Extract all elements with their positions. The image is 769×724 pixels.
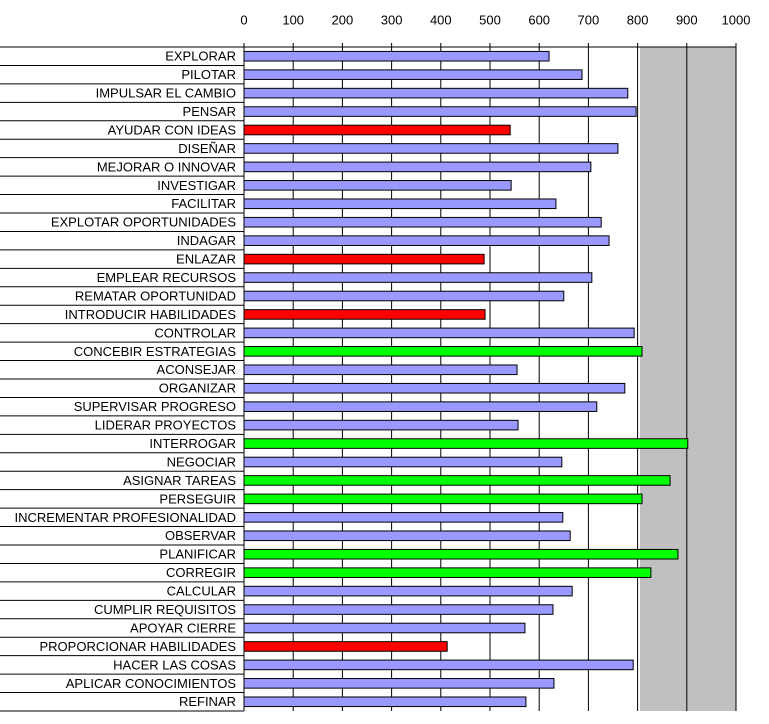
x-tick-label: 400: [430, 12, 452, 27]
y-tick-label: CORREGIR: [166, 565, 236, 580]
y-tick-label: FACILITAR: [171, 196, 236, 211]
y-tick-label: NEGOCIAR: [167, 454, 236, 469]
y-tick-label: EXPLOTAR OPORTUNIDADES: [51, 215, 236, 230]
bar: [243, 364, 518, 376]
bar: [243, 622, 526, 634]
y-tick-label: ENLAZAR: [176, 252, 236, 267]
bar: [243, 567, 652, 578]
bar: [243, 438, 689, 449]
y-tick-label: MEJORAR O INNOVAR: [97, 159, 236, 174]
x-tick-label: 1000: [722, 12, 751, 27]
bar: [243, 106, 637, 117]
y-tick-label: SUPERVISAR PROGRESO: [74, 399, 236, 414]
bar: [243, 401, 598, 412]
bar: [243, 198, 557, 210]
y-tick-label: INVESTIGAR: [157, 178, 236, 193]
x-tick-label: 700: [578, 12, 600, 27]
y-tick-label: APLICAR CONOCIMIENTOS: [66, 676, 237, 691]
y-tick-label: REMATAR OPORTUNIDAD: [75, 288, 236, 303]
y-tick-label: INTERROGAR: [149, 436, 236, 451]
bar: [243, 180, 512, 191]
y-tick-label: DISEÑAR: [178, 141, 236, 156]
bar: [243, 678, 555, 689]
y-tick-label: PROPORCIONAR HABILIDADES: [40, 639, 237, 654]
y-tick-label: APOYAR CIERRE: [130, 620, 236, 635]
y-tick-label: CALCULAR: [167, 584, 236, 599]
x-tick-label: 800: [627, 12, 649, 27]
bar: [243, 235, 610, 246]
bar: [243, 659, 634, 671]
x-tick-label: 900: [676, 12, 698, 27]
bar: [243, 309, 486, 320]
bar: [243, 641, 448, 652]
y-tick-label: ASIGNAR TAREAS: [123, 473, 236, 488]
bar: [243, 124, 511, 136]
bar: [243, 456, 563, 468]
y-tick-label: EXPLORAR: [165, 49, 236, 64]
y-tick-label: PILOTAR: [181, 67, 236, 82]
y-tick-label: ORGANIZAR: [159, 381, 236, 396]
bar: [243, 548, 679, 560]
y-tick-label: IMPULSAR EL CAMBIO: [96, 86, 236, 101]
bar: [243, 512, 564, 523]
bar: [243, 290, 565, 302]
y-tick-label: CONCEBIR ESTRATEGIAS: [74, 344, 237, 359]
y-tick-label: HACER LAS COSAS: [113, 657, 236, 672]
y-tick-label: LIDERAR PROYECTOS: [95, 418, 237, 433]
y-tick-label: PERSEGUIR: [159, 491, 236, 506]
y-tick-label: CONTROLAR: [154, 325, 236, 340]
bar: [243, 493, 643, 505]
x-tick-label: 0: [240, 12, 247, 27]
y-tick-label: EMPLEAR RECURSOS: [97, 270, 237, 285]
bar: [243, 253, 485, 265]
bar: [243, 696, 527, 708]
bar: [243, 161, 592, 173]
bar: [243, 143, 619, 154]
y-tick-label: OBSERVAR: [165, 528, 236, 543]
y-tick-label: REFINAR: [179, 694, 236, 709]
bar: [243, 585, 573, 597]
y-tick-label: ACONSEJAR: [157, 362, 236, 377]
y-tick-label: INCREMENTAR PROFESIONALIDAD: [14, 510, 236, 525]
bar: [243, 382, 626, 394]
plot-shade: [640, 47, 736, 711]
bar: [243, 475, 671, 486]
y-tick-label: AYUDAR CON IDEAS: [108, 122, 237, 137]
y-tick-label: PLANIFICAR: [159, 547, 236, 562]
x-tick-label: 500: [479, 12, 501, 27]
bar: [243, 272, 593, 283]
y-tick-label: INTRODUCIR HABILIDADES: [65, 307, 237, 322]
y-tick-label: PENSAR: [183, 104, 236, 119]
x-tick-label: 600: [528, 12, 550, 27]
y-tick-label: INDAGAR: [177, 233, 236, 248]
x-tick-label: 100: [282, 12, 304, 27]
bar: [243, 87, 629, 99]
y-tick-label: CUMPLIR REQUISITOS: [94, 602, 236, 617]
bar: [243, 346, 643, 357]
bar: [243, 530, 571, 542]
bar: [243, 69, 583, 80]
x-tick-label: 200: [332, 12, 354, 27]
bar: [243, 216, 602, 228]
x-tick-label: 300: [381, 12, 403, 27]
bar: [243, 327, 635, 339]
bar: [243, 419, 519, 431]
bar: [243, 50, 550, 62]
bar: [243, 604, 554, 615]
